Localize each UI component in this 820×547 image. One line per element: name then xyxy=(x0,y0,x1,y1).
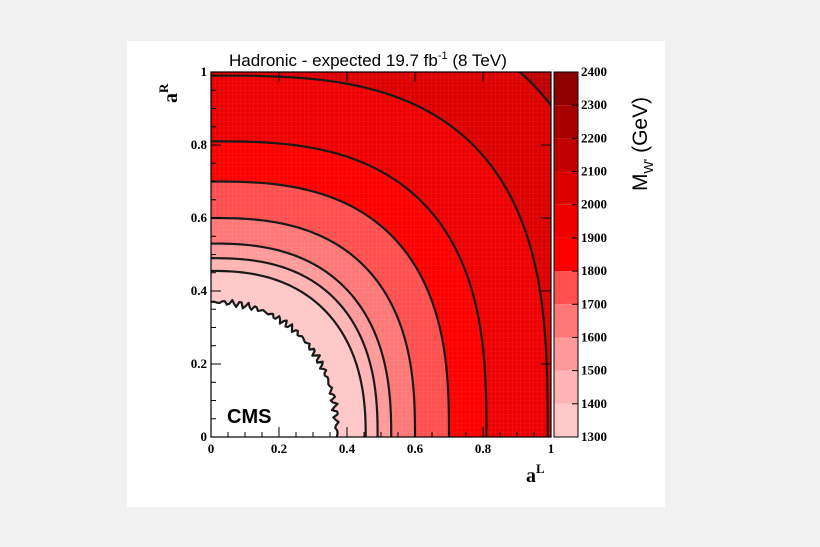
contour-line-1900 xyxy=(211,140,488,437)
y-tick-label: 0.6 xyxy=(191,210,208,225)
x-axis-title-main: a xyxy=(526,465,536,487)
x-tick-label: 0.2 xyxy=(271,441,287,456)
contour-line-1600 xyxy=(211,242,393,437)
color-scale-band-1400 xyxy=(554,370,578,404)
y-tick-label: 0.8 xyxy=(191,137,208,152)
x-tick-label: 1 xyxy=(548,441,555,456)
color-scale-tick-label: 2000 xyxy=(581,197,607,212)
y-tick-label: 1 xyxy=(201,64,208,79)
contour-line-1300 xyxy=(211,299,340,437)
contour-line-2100 xyxy=(517,72,551,108)
color-scale-band-2300 xyxy=(554,72,578,106)
contour-line-2000 xyxy=(211,74,549,437)
color-scale-tick-label: 1400 xyxy=(581,396,607,411)
x-axis-title: aL xyxy=(526,461,545,487)
contour-line-1700 xyxy=(211,216,417,437)
x-tick-label: 0 xyxy=(208,441,215,456)
color-scale-band-2100 xyxy=(554,138,578,172)
color-scale-frame xyxy=(553,71,579,438)
x-tick-label: 0.4 xyxy=(339,441,356,456)
color-scale-title-subscript: W' xyxy=(641,159,656,174)
contour-line-1800 xyxy=(211,180,451,437)
color-scale-tick-label: 1600 xyxy=(581,329,607,344)
color-scale-tick-label: 1500 xyxy=(581,363,607,378)
color-scale-band-1800 xyxy=(554,237,578,272)
color-scale-tick-label: 2200 xyxy=(581,130,607,145)
color-scale-tick-label: 2100 xyxy=(581,164,607,179)
color-scale-tick-label: 2300 xyxy=(581,97,607,112)
color-scale-band-1700 xyxy=(554,271,578,305)
contour-line-1400 xyxy=(211,269,367,437)
y-tick-label: 0.4 xyxy=(191,283,208,298)
x-tick-label: 0.8 xyxy=(475,441,492,456)
color-scale-tick-label: 1800 xyxy=(581,263,607,278)
y-axis-title-main: a xyxy=(160,93,182,103)
chart-title: Hadronic - expected 19.7 fb-1 (8 TeV) xyxy=(229,50,507,70)
color-scale-tick-label: 2400 xyxy=(581,64,607,79)
color-scale-title-unit: (GeV) xyxy=(629,97,652,159)
x-tick-label: 0.6 xyxy=(407,441,424,456)
color-scale-band-2000 xyxy=(554,171,578,205)
contour-lines xyxy=(211,72,551,437)
x-axis: 0 0.2 0.4 0.6 0.8 1 xyxy=(208,72,555,456)
plot-area: 0 0.2 0.4 0.6 0.8 1 0 0.2 0.4 0.6 0.8 1 xyxy=(191,64,555,456)
cms-label: CMS xyxy=(227,406,271,428)
color-scale-title-main: M xyxy=(629,174,652,192)
color-scale-bar xyxy=(553,71,579,438)
y-axis-title-superscript: R xyxy=(156,83,171,93)
color-scale-tick-label: 1300 xyxy=(581,429,607,444)
color-scale-ticks: 1300 1400 1500 1600 1700 1800 1900 2000 2100 2200… xyxy=(572,64,607,444)
contour-line-1500 xyxy=(211,257,379,437)
color-scale-band-1600 xyxy=(554,304,578,338)
chart-title-superscript: -1 xyxy=(438,50,448,62)
chart-title-main: Hadronic - expected 19.7 fb xyxy=(229,51,438,70)
y-axis: 0 0.2 0.4 0.6 0.8 1 xyxy=(191,64,551,444)
color-scale-band-2200 xyxy=(554,105,578,139)
color-scale-tick-label: 1900 xyxy=(581,230,607,245)
chart-title-suffix: (8 TeV) xyxy=(448,51,507,70)
y-tick-label: 0.2 xyxy=(191,356,207,371)
color-scale-title: MW' (GeV) xyxy=(629,97,656,191)
color-scale-band-1500 xyxy=(554,337,578,371)
color-scale-band-1300 xyxy=(554,403,578,437)
y-axis-title: aR xyxy=(156,83,182,103)
grid-overlay xyxy=(211,72,551,437)
color-scale-band-1900 xyxy=(554,204,578,238)
x-axis-title-superscript: L xyxy=(536,461,545,476)
color-scale-tick-label: 1700 xyxy=(581,296,607,311)
y-tick-label: 0 xyxy=(201,429,208,444)
